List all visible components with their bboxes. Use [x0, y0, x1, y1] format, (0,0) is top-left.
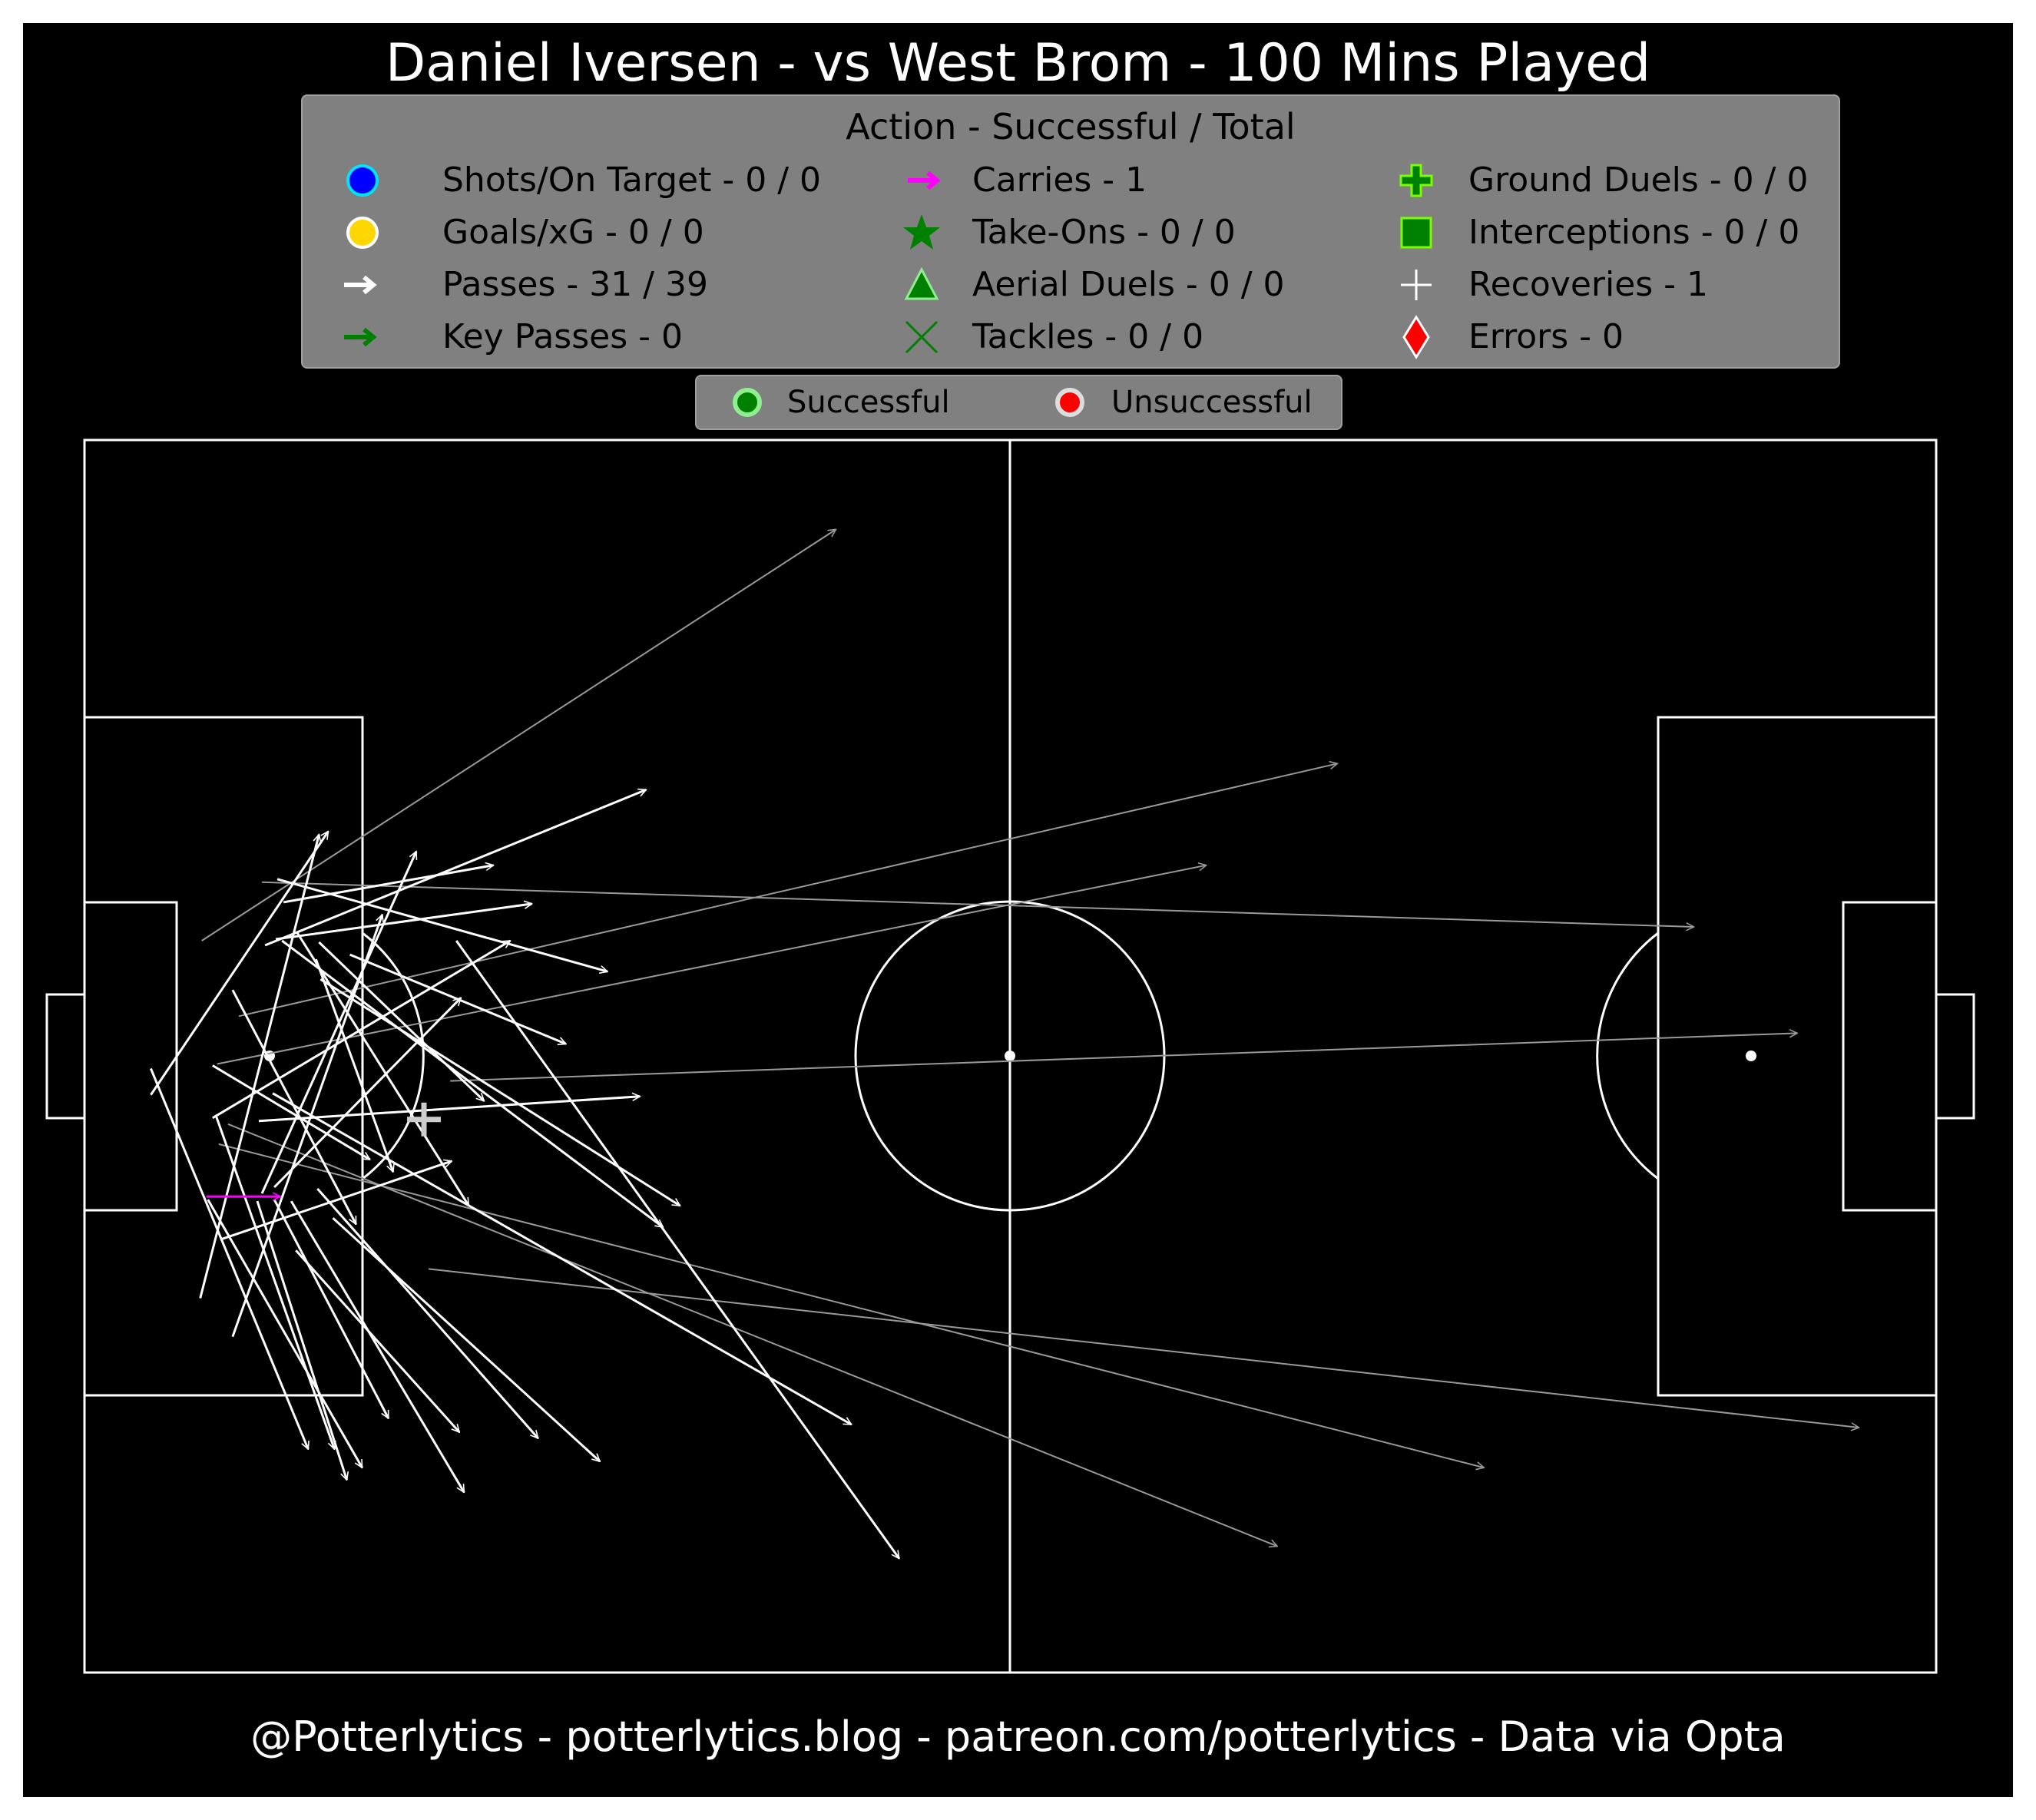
unsuccessful-dot-icon: [1055, 388, 1084, 417]
successful-pass-arrow: [281, 939, 663, 1229]
successful-pass-arrow: [150, 832, 329, 1096]
successful-pass-arrow: [283, 865, 493, 904]
unsuccessful-pass-arrow: [201, 529, 836, 941]
legend-label-successful: Successful: [787, 385, 950, 420]
successful-pass-arrow: [273, 998, 461, 1189]
legend-title: Action - Successful / Total: [846, 106, 1296, 147]
blue-circle-icon: [346, 164, 379, 197]
successful-pass-arrow: [349, 953, 566, 1044]
successful-pass-arrow: [214, 1114, 335, 1449]
legend-label-interceptions: Interceptions - 0 / 0: [1468, 213, 1800, 252]
right-six-yard-box: [1842, 901, 1938, 1212]
successful-pass-arrow: [314, 958, 392, 1172]
chart-title: Daniel Iversen - vs West Brom - 100 Mins…: [385, 33, 1651, 94]
successful-pass-arrow: [316, 1188, 538, 1438]
white-arrow-icon: [344, 275, 377, 295]
successful-pass-arrow: [455, 940, 901, 1559]
green-triangle-icon: [904, 266, 939, 300]
successful-pass-arrow: [258, 1097, 640, 1123]
unsuccessful-pass-arrow: [238, 763, 1338, 1018]
legend-label-tackles: Tackles - 0 / 0: [972, 317, 1204, 356]
successful-pass-arrow: [212, 1064, 370, 1161]
white-plus-icon: [1401, 270, 1432, 300]
gold-circle-icon: [346, 217, 379, 249]
right-penalty-area: [1657, 716, 1938, 1397]
green-plus-icon: [1399, 164, 1433, 197]
legend-label-goals: Goals/xG - 0 / 0: [442, 213, 704, 252]
successful-pass-arrow: [207, 1199, 363, 1468]
footer-credits: @Potterlytics - potterlytics.blog - patr…: [250, 1712, 1786, 1761]
unsuccessful-pass-arrow: [227, 1123, 1277, 1547]
event-layer: [150, 529, 1859, 1559]
successful-pass-arrow: [296, 932, 470, 1206]
legend-label-recoveries: Recoveries - 1: [1468, 265, 1709, 304]
green-arrow-icon: [344, 327, 377, 347]
successful-pass-arrow: [319, 978, 680, 1207]
outcome-legend: Successful Unsuccessful: [695, 375, 1342, 430]
recovery-marker: [407, 1102, 442, 1137]
successful-pass-arrow: [275, 904, 532, 941]
successful-pass-arrow: [212, 939, 511, 1120]
legend-label-unsuccessful: Unsuccessful: [1111, 385, 1313, 420]
successful-pass-arrow: [231, 989, 357, 1224]
successful-dot-icon: [733, 388, 762, 417]
successful-pass-arrow: [276, 878, 607, 971]
successful-pass-arrow: [150, 1067, 308, 1450]
unsuccessful-pass-arrow: [450, 1033, 1797, 1082]
red-diamond-icon: [1402, 315, 1430, 359]
action-legend: Action - Successful / Total Shots/On Tar…: [301, 94, 1840, 369]
green-square-icon: [1400, 217, 1432, 249]
successful-pass-arrow: [290, 1200, 465, 1492]
legend-label-errors: Errors - 0: [1468, 317, 1624, 356]
successful-pass-arrow: [273, 1199, 390, 1418]
successful-pass-arrow: [272, 1092, 852, 1426]
green-star-icon: [903, 214, 940, 250]
legend-label-take-ons: Take-Ons - 0 / 0: [972, 213, 1236, 252]
right-penalty-arc: [1596, 932, 1659, 1180]
successful-pass-arrow: [332, 1217, 601, 1461]
unsuccessful-pass-arrow: [217, 865, 1207, 1065]
legend-label-passes: Passes - 31 / 39: [442, 265, 708, 304]
right-goal: [1935, 993, 1975, 1120]
green-x-icon: [905, 320, 939, 354]
legend-label-aerial-duels: Aerial Duels - 0 / 0: [972, 265, 1285, 304]
magenta-arrow-icon: [908, 170, 941, 190]
legend-label-shots: Shots/On Target - 0 / 0: [442, 160, 822, 200]
unsuccessful-pass-arrow: [262, 881, 1694, 927]
pitch-markings: [45, 438, 1975, 1674]
left-penalty-arc: [362, 932, 425, 1180]
legend-label-ground-duels: Ground Duels - 0 / 0: [1468, 160, 1809, 200]
legend-label-carries: Carries - 1: [972, 160, 1147, 200]
successful-pass-arrow: [256, 1200, 347, 1480]
successful-pass-arrow: [264, 789, 646, 947]
successful-pass-arrow: [318, 941, 484, 1101]
successful-pass-arrow: [231, 915, 382, 1338]
unsuccessful-pass-arrow: [218, 1143, 1485, 1468]
legend-label-key-passes: Key Passes - 0: [442, 317, 683, 356]
centre-spot: [1005, 1051, 1015, 1061]
left-penalty-area: [83, 716, 364, 1397]
left-goal: [45, 993, 86, 1120]
right-penalty-spot: [1746, 1051, 1756, 1061]
successful-pass-arrow: [295, 1249, 459, 1432]
unsuccessful-pass-arrow: [428, 1268, 1859, 1428]
left-six-yard-box: [83, 901, 178, 1212]
